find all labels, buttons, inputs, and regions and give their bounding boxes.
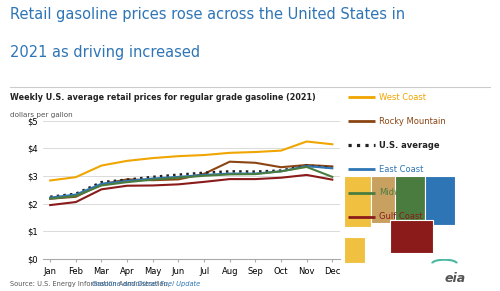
Bar bbox=[344, 176, 371, 227]
Text: Midwest: Midwest bbox=[379, 189, 414, 197]
Text: Rocky Mountain: Rocky Mountain bbox=[379, 117, 446, 126]
Bar bbox=[390, 220, 433, 253]
Text: 2021 as driving increased: 2021 as driving increased bbox=[10, 45, 200, 60]
Text: Weekly U.S. average retail prices for regular grade gasoline (2021): Weekly U.S. average retail prices for re… bbox=[10, 93, 316, 102]
Text: East Coast: East Coast bbox=[379, 165, 424, 173]
Text: Source: U.S. Energy Information Administration,: Source: U.S. Energy Information Administ… bbox=[10, 281, 172, 287]
Bar bbox=[371, 176, 395, 223]
Text: Gulf Coast: Gulf Coast bbox=[379, 212, 422, 221]
Text: Retail gasoline prices rose across the United States in: Retail gasoline prices rose across the U… bbox=[10, 7, 405, 22]
Text: U.S. average: U.S. average bbox=[379, 141, 440, 150]
Bar bbox=[425, 176, 454, 225]
Text: Gasoline and Diesel Fuel Update: Gasoline and Diesel Fuel Update bbox=[92, 281, 201, 287]
Text: eia: eia bbox=[444, 272, 466, 285]
Bar bbox=[395, 176, 425, 220]
Text: West Coast: West Coast bbox=[379, 93, 426, 102]
Text: dollars per gallon: dollars per gallon bbox=[10, 112, 72, 118]
Bar bbox=[344, 237, 366, 263]
